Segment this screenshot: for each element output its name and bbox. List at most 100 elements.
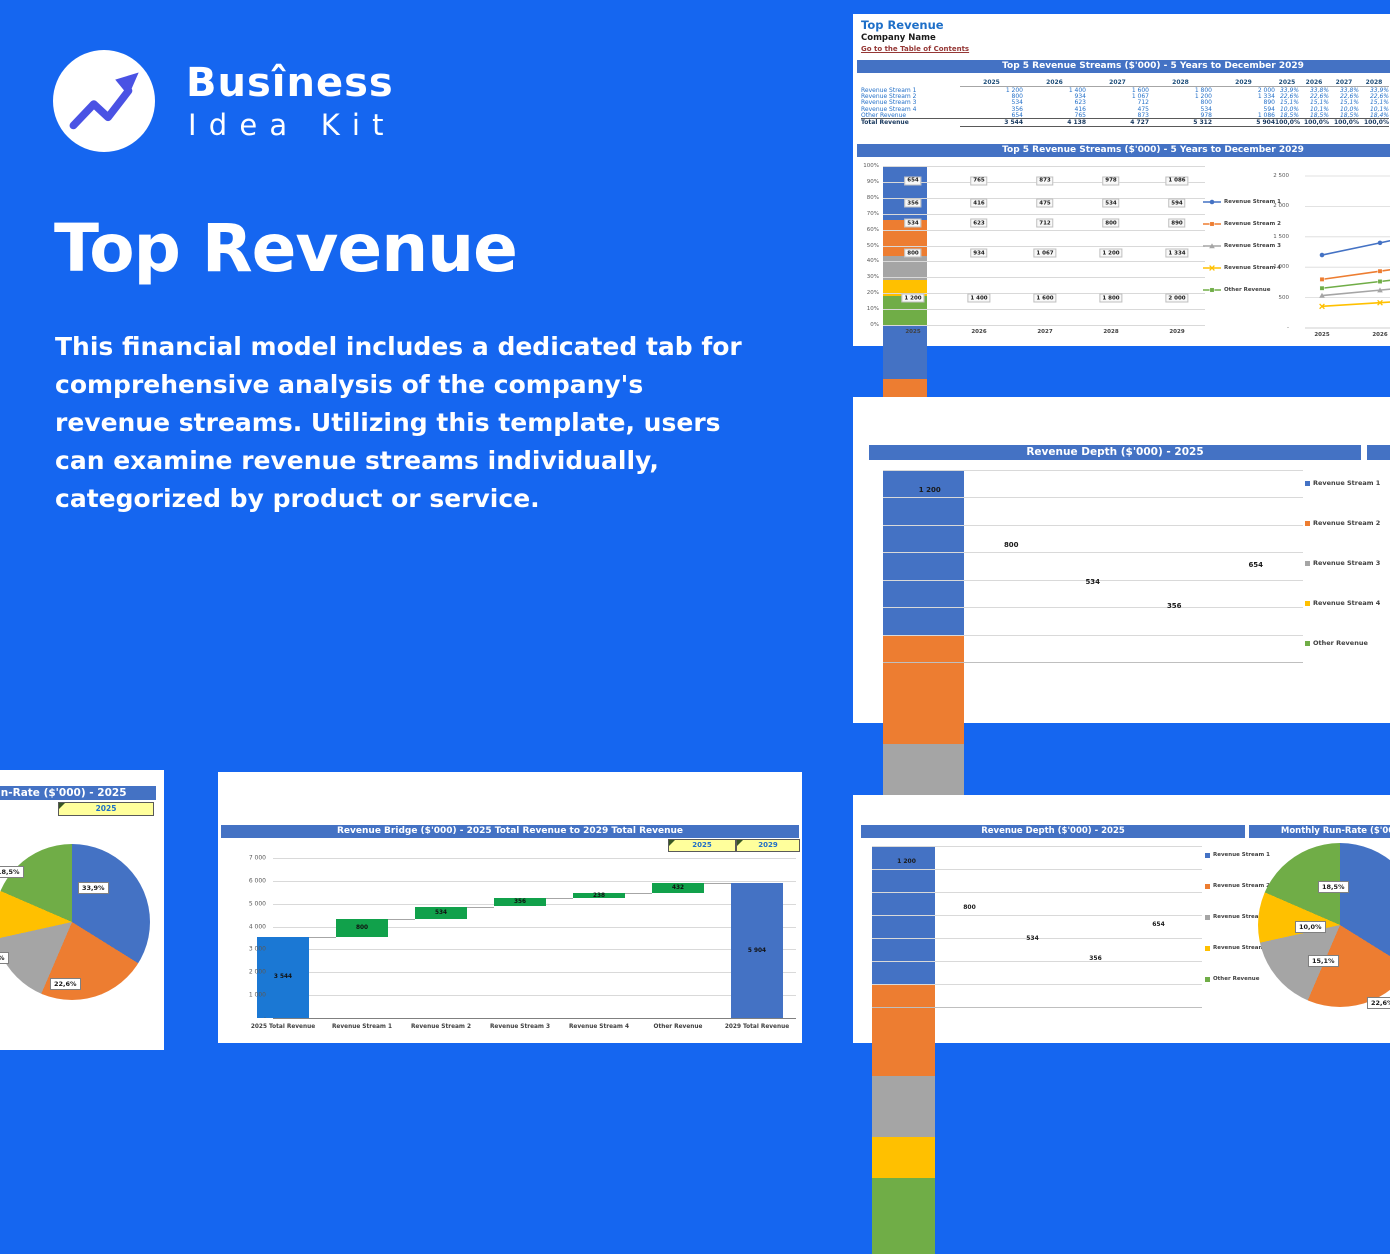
y-tick-label: 1 500 [1273, 233, 1289, 240]
waterfall-increment-bar [652, 883, 704, 893]
legend-marker-icon [1205, 883, 1210, 889]
run-rate-pie-chart: 33,9%22,6%15,1%10,0%18,5% [0, 770, 164, 1050]
y-tick-label: 60% [866, 226, 879, 233]
legend-label: Other Revenue [1313, 639, 1368, 647]
y-tick-label: 4 000 [248, 923, 266, 931]
x-tick-label: 2026 [971, 329, 987, 335]
table-cell: 18,5% [1339, 111, 1359, 119]
table-cell: 978 [1200, 111, 1212, 119]
gridline [883, 309, 1205, 311]
data-label: 1 400 [967, 293, 991, 303]
legend-marker-icon [1205, 945, 1210, 951]
gridline [883, 277, 1205, 279]
gridline [883, 166, 1205, 167]
table-row: Revenue Stream 3 534 623 712 800 890 15,1% 15,1… [861, 99, 1390, 107]
table-cell: 2025 [960, 79, 1023, 87]
legend-marker-icon [1203, 243, 1221, 249]
legend-label: Revenue Stream 4 [1224, 265, 1281, 271]
table-row: Total Revenue 3 544 4 138 4 727 5 312 5 904 10… [861, 117, 1390, 127]
y-tick-label: 2 500 [1273, 173, 1289, 179]
x-tick-label: 2025 [905, 329, 921, 335]
page-description: This financial model includes a dedicate… [55, 332, 742, 513]
legend-marker-icon [1305, 560, 1310, 566]
table-cell: 18,5% [1279, 111, 1299, 119]
panel-revenue-depth: Revenue Depth ($'000) - 2025 1 200 800 534… [853, 397, 1390, 956]
legend-item: Revenue Stream 3 [1203, 242, 1281, 250]
table-cell: 1 400 [1068, 86, 1086, 94]
legend-marker-icon [1305, 600, 1310, 606]
waterfall-increment-bar [573, 892, 625, 899]
data-label: 33,9% [78, 882, 109, 894]
gridline [883, 607, 1303, 609]
waterfall-increment-bar [415, 906, 467, 919]
table-cell: 4 727 [1086, 117, 1149, 127]
data-label: 18,5% [0, 866, 24, 878]
data-label: 475 [1036, 198, 1054, 208]
legend-item: Revenue Stream 4 [1203, 264, 1281, 272]
table-cell: 712 [1137, 99, 1149, 107]
data-label: 594 [1168, 198, 1186, 208]
legend-label: Revenue Stream 3 [1213, 914, 1270, 920]
gridline [872, 892, 1202, 893]
gridline [883, 497, 1303, 499]
table-cell: 4 138 [1023, 117, 1086, 127]
data-label: 1 600 [1033, 293, 1057, 303]
data-label: 654 [1152, 920, 1165, 928]
panel-monthly-run-rate: Monthly Run-Rate ($'000) - 2025 2025 33,… [0, 770, 164, 1050]
data-label: 1 086 [1165, 176, 1189, 186]
data-label: 2 000 [1165, 293, 1189, 303]
gridline [883, 662, 1303, 663]
table-cell: 1 200 [1194, 92, 1212, 100]
data-label: 800 [904, 248, 922, 258]
data-label: 654 [904, 176, 922, 186]
bridge-from-year-dropdown[interactable]: 2025 [668, 839, 736, 852]
trend-arrow-icon [69, 72, 139, 130]
table-cell: 15,1% [1339, 99, 1359, 107]
x-tick-label: Revenue Stream 2 [410, 1024, 472, 1030]
table-cell: 2027 [1086, 79, 1149, 87]
table-cell: Revenue Stream 2 [861, 92, 917, 100]
table-cell: 33,8% [1309, 86, 1329, 94]
data-label: 873 [1036, 176, 1054, 186]
y-tick-label: 40% [866, 258, 879, 265]
data-label: 15,1% [1308, 955, 1339, 967]
y-tick-label: 0% [870, 322, 879, 328]
legend-label: Revenue Stream 3 [1224, 243, 1281, 249]
x-tick-label: 2028 [1103, 329, 1119, 335]
legend-marker-icon [1203, 221, 1221, 227]
waterfall-chart: 3 544 800 534 356 238 432 5 904 [247, 858, 798, 1019]
table-cell: 873 [1137, 111, 1149, 119]
data-label: 1 200 [897, 858, 916, 865]
y-tick-label: 3 000 [248, 945, 266, 953]
legend-marker-icon [1205, 852, 1210, 858]
revenue-streams-table: 2025 2026 2027 2028 2029 2025 2026 2027 2028 Reve… [861, 76, 1390, 127]
table-cell: 15,1% [1369, 99, 1389, 107]
gridline [273, 972, 796, 974]
legend-marker-icon [1305, 480, 1310, 486]
table-cell: 10,1% [1309, 105, 1329, 113]
table-cell: 22,6% [1369, 92, 1389, 100]
table-cell: 33,9% [1369, 86, 1389, 94]
gridline [883, 552, 1303, 554]
legend-item: Revenue Stream 1 [1305, 479, 1380, 487]
stack-segment [883, 279, 927, 296]
table-of-contents-link[interactable]: Go to the Table of Contents [861, 45, 970, 53]
year-selector-dropdown[interactable]: 2025 [58, 802, 154, 816]
table-cell: 1 067 [1131, 92, 1149, 100]
gridline [883, 213, 1205, 215]
table-cell: 534 [1200, 105, 1212, 113]
legend-label: Revenue Stream 4 [1213, 945, 1270, 951]
legend-label: Revenue Stream 1 [1224, 199, 1281, 205]
data-label: 534 [1085, 577, 1101, 586]
data-label: 416 [970, 198, 988, 208]
legend-marker-icon [1205, 976, 1210, 982]
legend-item: Other Revenue [1305, 639, 1368, 647]
x-tick-label: 2029 [1169, 329, 1185, 335]
y-tick-label: 70% [866, 210, 879, 217]
bridge-to-year-dropdown[interactable]: 2029 [736, 839, 800, 852]
legend-label: Revenue Stream 1 [1313, 479, 1381, 487]
gridline [273, 926, 796, 928]
table-cell: 22,6% [1309, 92, 1329, 100]
table-cell: 100,0% [1359, 117, 1389, 127]
connector-line [625, 892, 652, 894]
